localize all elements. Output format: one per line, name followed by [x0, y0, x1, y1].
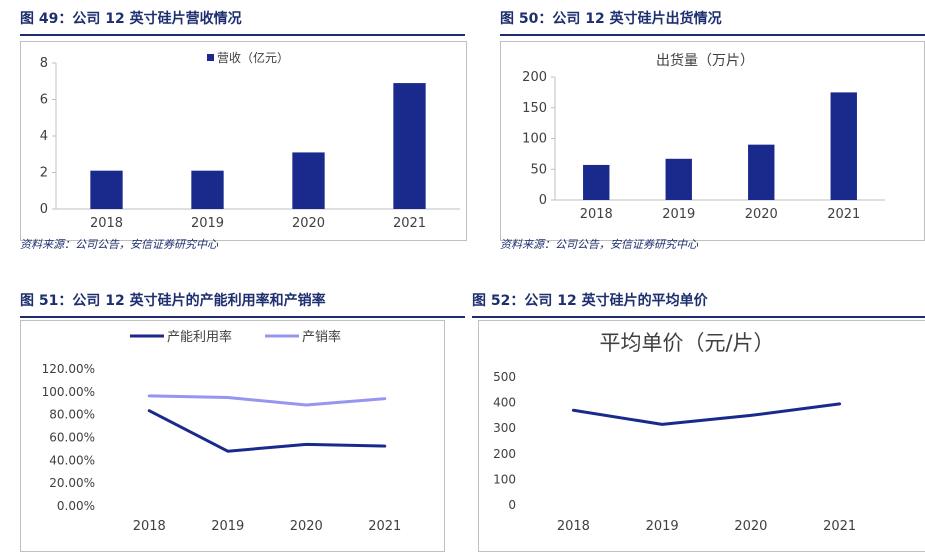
- figure-52-frame: [478, 320, 925, 552]
- figure-52-title: 图 52：公司 12 英寸硅片的平均单价: [472, 290, 925, 318]
- x-tick-label: 2019: [646, 519, 679, 532]
- figure-49-source: 资料来源：公司公告，安信证券研究中心: [20, 238, 218, 251]
- figure-50-source: 资料来源：公司公告，安信证券研究中心: [500, 238, 698, 251]
- y-tick-label: 100.00%: [42, 385, 95, 399]
- y-tick-label: 300: [493, 421, 516, 435]
- y-tick-label: 200: [522, 70, 547, 85]
- y-tick-label: 120.00%: [42, 362, 95, 376]
- series-line-1: [147, 409, 387, 453]
- series-line-2: [147, 394, 387, 407]
- y-tick-label: 100: [522, 132, 547, 147]
- bar: [90, 170, 123, 209]
- y-tick-label: 2: [40, 166, 48, 181]
- figure-50-title: 图 50：公司 12 英寸硅片出货情况: [500, 8, 925, 36]
- y-tick-label: 0.00%: [57, 499, 95, 513]
- x-tick-label: 2021: [393, 216, 426, 231]
- x-tick-label: 2019: [211, 519, 244, 532]
- x-tick-label: 2018: [90, 216, 123, 231]
- y-tick-label: 400: [493, 396, 516, 410]
- figure-51-title: 图 51：公司 12 英寸硅片的产能利用率和产销率: [20, 290, 465, 318]
- x-tick-label: 2020: [292, 216, 325, 231]
- x-tick-label: 2020: [734, 519, 767, 532]
- y-tick-label: 0: [539, 193, 547, 208]
- bar: [665, 158, 692, 200]
- y-tick-label: 8: [40, 56, 48, 71]
- y-tick-label: 40.00%: [49, 453, 95, 467]
- bar: [191, 170, 224, 209]
- figure-50: 图 50：公司 12 英寸硅片出货情况 0 50 100 150 200 2018 2019…: [500, 8, 925, 258]
- legend-label-2: 产销率: [302, 329, 341, 345]
- x-tick-label: 2020: [290, 519, 323, 532]
- figure-49-title: 图 49：公司 12 英寸硅片营收情况: [20, 8, 465, 36]
- bar: [393, 83, 426, 209]
- legend-swatch: [207, 54, 214, 61]
- chart-title: 出货量（万片）: [656, 52, 754, 69]
- x-tick-label: 2018: [580, 207, 613, 222]
- y-tick-label: 500: [493, 370, 516, 384]
- series-line-1: [571, 402, 842, 426]
- utilization-line-chart: 0.00% 20.00% 40.00% 60.00% 80.00% 100.00% 120.…: [42, 329, 402, 532]
- shipment-bar-chart: 0 50 100 150 200 2018 2019 2020 2021 出货量（万片）: [522, 52, 885, 222]
- x-tick-label: 2019: [662, 207, 695, 222]
- y-tick-label: 100: [493, 472, 516, 486]
- y-tick-label: 60.00%: [49, 431, 95, 445]
- y-tick-label: 6: [40, 93, 48, 108]
- figure-51: 图 51：公司 12 英寸硅片的产能利用率和产销率 0.00% 20.00% 40.…: [20, 290, 465, 552]
- y-tick-label: 80.00%: [49, 408, 95, 422]
- x-tick-label: 2019: [191, 216, 224, 231]
- bar: [748, 144, 775, 200]
- y-tick-label: 4: [40, 129, 48, 144]
- y-tick-label: 0: [40, 202, 48, 217]
- y-tick-label: 0: [508, 498, 516, 512]
- y-tick-label: 50: [530, 162, 547, 177]
- bar: [830, 92, 857, 200]
- legend-label: 营收（亿元）: [217, 50, 289, 65]
- y-tick-label: 20.00%: [49, 476, 95, 490]
- legend-label-1: 产能利用率: [167, 329, 232, 345]
- x-tick-label: 2018: [133, 519, 166, 532]
- x-tick-label: 2021: [368, 519, 401, 532]
- x-tick-label: 2021: [827, 207, 860, 222]
- y-tick-label: 200: [493, 447, 516, 461]
- chart-title: 平均单价（元/片）: [599, 331, 774, 355]
- figure-49: 图 49：公司 12 英寸硅片营收情况 0 2 4 6 8 2018 2019 2020 202…: [20, 8, 467, 258]
- figure-49-frame: [20, 41, 467, 241]
- figure-51-frame: [20, 320, 445, 552]
- x-tick-label: 2021: [823, 519, 856, 532]
- x-tick-label: 2020: [745, 207, 778, 222]
- average-price-line-chart: 0 100 200 300 400 500 2018 2019 2020 2021 平均单价（元/片…: [493, 331, 856, 532]
- bar: [583, 164, 610, 200]
- x-tick-label: 2018: [557, 519, 590, 532]
- figure-52: 图 52：公司 12 英寸硅片的平均单价 0 100 200 300 400 500 201…: [472, 290, 925, 552]
- revenue-bar-chart: 0 2 4 6 8 2018 2019 2020 2021 营收（亿元）: [40, 50, 460, 231]
- bar: [292, 152, 325, 209]
- y-tick-label: 150: [522, 101, 547, 116]
